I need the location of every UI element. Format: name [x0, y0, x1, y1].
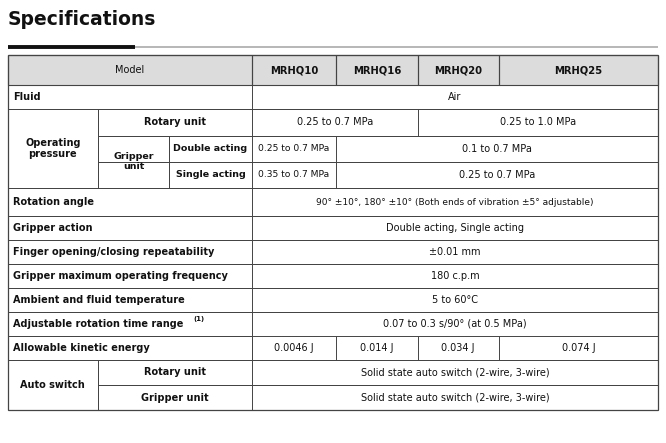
Bar: [418, 55, 499, 85]
Text: 0.1 to 0.7 MPa: 0.1 to 0.7 MPa: [462, 144, 532, 154]
Bar: [98, 136, 169, 188]
Text: Model: Model: [115, 66, 145, 75]
Text: Ambient and fluid temperature: Ambient and fluid temperature: [13, 295, 184, 305]
Text: MRHQ16: MRHQ16: [353, 66, 401, 75]
Text: Adjustable rotation time range: Adjustable rotation time range: [13, 319, 183, 329]
Text: Air: Air: [448, 93, 462, 102]
Text: 0.074 J: 0.074 J: [561, 343, 595, 353]
Text: Gripper
unit: Gripper unit: [113, 152, 154, 171]
Text: Solid state auto switch (2-wire, 3-wire): Solid state auto switch (2-wire, 3-wire): [360, 392, 549, 403]
Bar: [252, 55, 336, 85]
Text: Operating
pressure: Operating pressure: [25, 138, 81, 159]
Text: Double acting, Single acting: Double acting, Single acting: [386, 223, 524, 233]
Text: 0.25 to 1.0 MPa: 0.25 to 1.0 MPa: [500, 117, 576, 128]
Bar: [336, 55, 418, 85]
Text: Specifications: Specifications: [8, 10, 157, 29]
Text: 0.25 to 0.7 MPa: 0.25 to 0.7 MPa: [258, 144, 330, 153]
Text: Fluid: Fluid: [13, 93, 40, 102]
Text: 0.25 to 0.7 MPa: 0.25 to 0.7 MPa: [459, 170, 535, 180]
Text: Single acting: Single acting: [176, 170, 245, 179]
Text: 90° ±10°, 180° ±10° (Both ends of vibration ±5° adjustable): 90° ±10°, 180° ±10° (Both ends of vibrat…: [316, 198, 593, 206]
Text: 0.35 to 0.7 MPa: 0.35 to 0.7 MPa: [258, 170, 330, 179]
Text: Finger opening/closing repeatability: Finger opening/closing repeatability: [13, 247, 214, 257]
Bar: [8, 360, 98, 410]
Text: 5 to 60°C: 5 to 60°C: [432, 295, 478, 305]
Text: 0.014 J: 0.014 J: [360, 343, 394, 353]
Text: MRHQ10: MRHQ10: [270, 66, 318, 75]
Text: Rotary unit: Rotary unit: [144, 117, 206, 128]
Text: 0.07 to 0.3 s/90° (at 0.5 MPa): 0.07 to 0.3 s/90° (at 0.5 MPa): [383, 319, 527, 329]
Text: Auto switch: Auto switch: [21, 380, 85, 390]
Text: 0.034 J: 0.034 J: [442, 343, 475, 353]
Text: (1): (1): [194, 316, 205, 323]
Text: 180 c.p.m: 180 c.p.m: [430, 271, 480, 281]
Text: Solid state auto switch (2-wire, 3-wire): Solid state auto switch (2-wire, 3-wire): [360, 367, 549, 377]
Text: Double acting: Double acting: [173, 144, 248, 153]
Text: Gripper action: Gripper action: [13, 223, 92, 233]
Text: MRHQ20: MRHQ20: [434, 66, 482, 75]
Text: MRHQ25: MRHQ25: [554, 66, 603, 75]
Text: Rotary unit: Rotary unit: [144, 367, 206, 377]
Text: 0.0046 J: 0.0046 J: [274, 343, 314, 353]
Text: Rotation angle: Rotation angle: [13, 197, 94, 207]
Bar: [499, 55, 658, 85]
Text: ±0.01 mm: ±0.01 mm: [429, 247, 481, 257]
Bar: [8, 55, 252, 85]
Text: Gripper unit: Gripper unit: [141, 392, 208, 403]
Bar: [8, 109, 98, 188]
Text: Allowable kinetic energy: Allowable kinetic energy: [13, 343, 149, 353]
Text: 0.25 to 0.7 MPa: 0.25 to 0.7 MPa: [296, 117, 373, 128]
Text: Gripper maximum operating frequency: Gripper maximum operating frequency: [13, 271, 228, 281]
